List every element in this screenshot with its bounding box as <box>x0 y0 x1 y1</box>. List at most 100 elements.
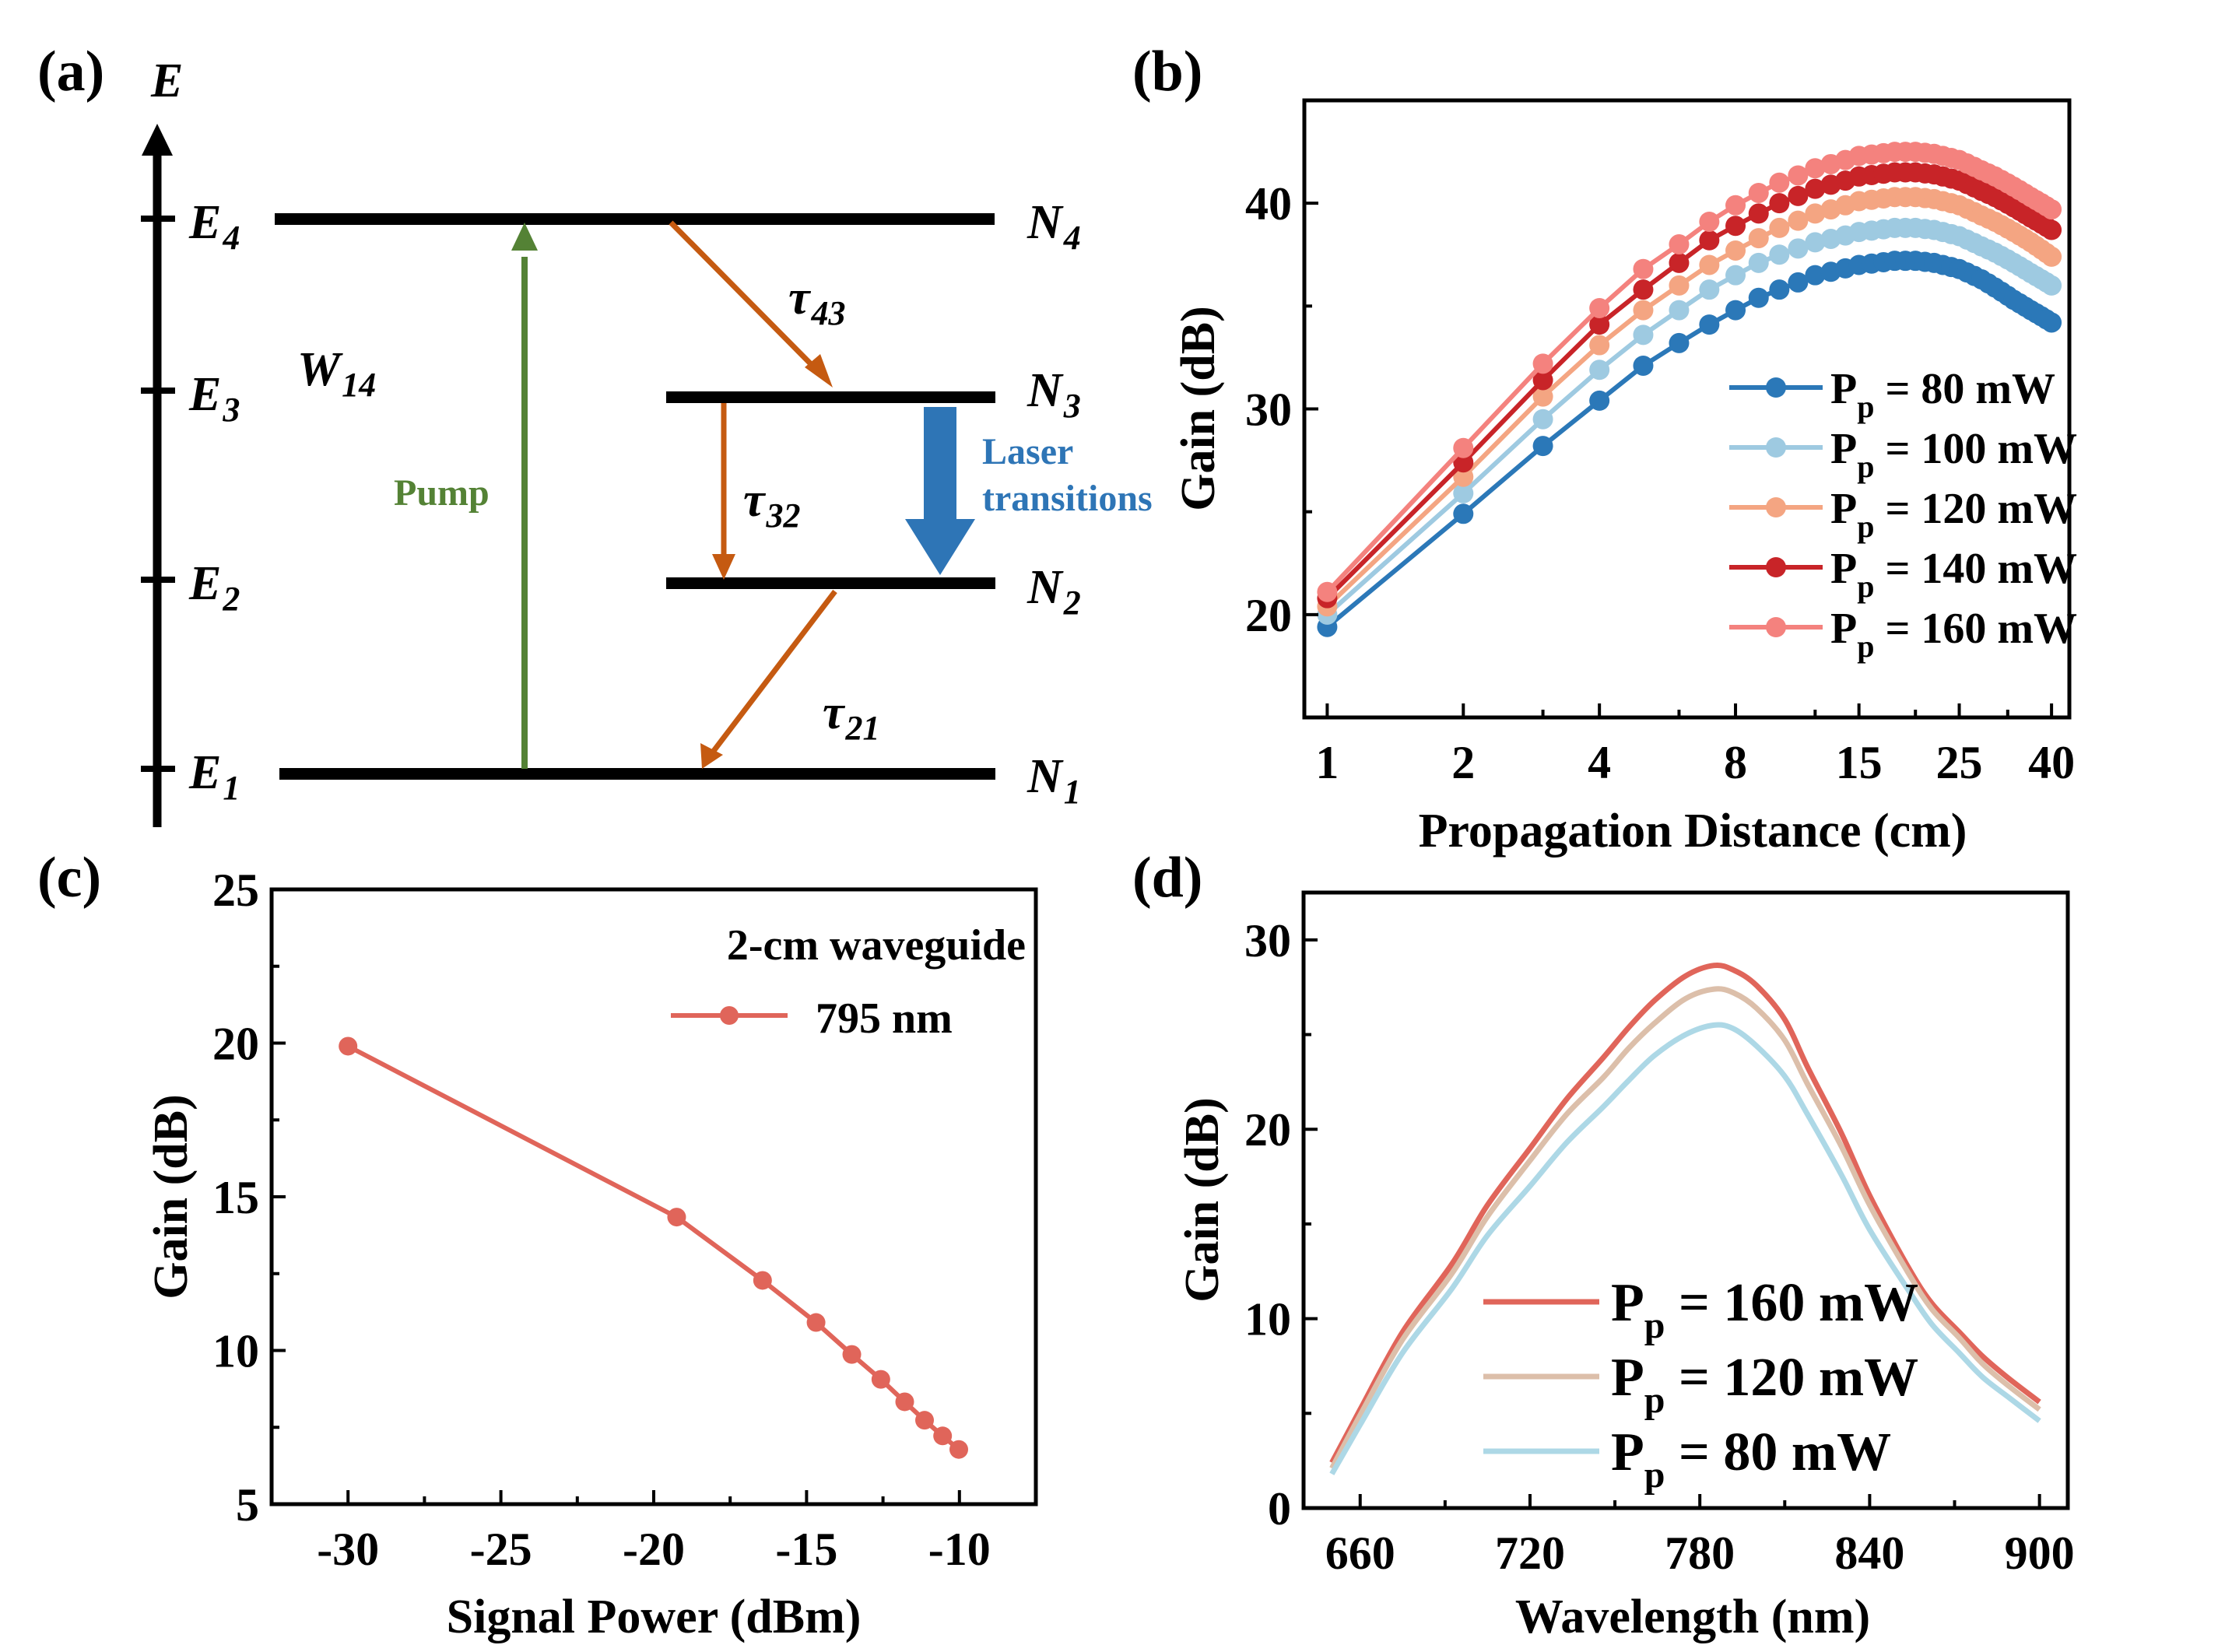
data-point <box>1633 324 1654 345</box>
x-tick-label: 4 <box>1588 737 1611 788</box>
data-point <box>1532 436 1553 457</box>
legend-label: Pp = 120 mW <box>1830 485 2077 544</box>
energy-axis-label: E <box>150 54 183 107</box>
legend-label: Pp = 80 mW <box>1830 365 2055 424</box>
data-point <box>1532 386 1553 407</box>
legend-swatch-marker <box>720 1006 739 1025</box>
data-point <box>1669 300 1690 321</box>
data-point <box>1699 314 1720 335</box>
y-tick-label: 0 <box>1268 1483 1291 1535</box>
y-tick-label: 30 <box>1244 915 1291 966</box>
y-tick-label: 5 <box>236 1479 259 1531</box>
data-point <box>1453 437 1474 458</box>
legend-label: Pp = 140 mW <box>1830 545 2077 604</box>
series-p-p-140-mw <box>1317 162 2062 609</box>
panel-label-c: (c) <box>37 846 101 910</box>
y-tick-label: 25 <box>212 865 259 916</box>
data-point <box>1669 275 1690 296</box>
data-point <box>1748 287 1769 308</box>
plot-area-b <box>1317 142 2062 637</box>
x-axis-title-d: Wavelength (nm) <box>1515 1591 1870 1643</box>
x-tick-label: 2 <box>1451 737 1475 788</box>
tau21-arrow-head <box>700 743 723 769</box>
data-point <box>1453 482 1474 503</box>
legend-label: Pp = 160 mW <box>1830 605 2077 664</box>
y-tick-label: 20 <box>1245 590 1292 641</box>
x-tick-label: -25 <box>470 1524 532 1575</box>
data-point <box>1453 503 1474 524</box>
data-point <box>1748 182 1769 203</box>
x-tick-label: 8 <box>1724 737 1747 788</box>
data-point <box>1725 240 1746 261</box>
tau21-arrow-shaft <box>711 589 837 753</box>
y-tick-label: 40 <box>1245 178 1292 230</box>
data-point <box>2041 199 2062 220</box>
data-point <box>1725 265 1746 286</box>
series-line <box>1329 1022 2041 1475</box>
data-point <box>1769 172 1790 193</box>
x-tick-label: -10 <box>928 1524 991 1575</box>
label-n4: N4 <box>1027 196 1081 257</box>
panel-label-d: (d) <box>1132 846 1202 910</box>
legend-item: 795 nm <box>671 994 953 1043</box>
legend-swatch-marker <box>1766 437 1786 458</box>
level-bar-3 <box>666 391 995 403</box>
data-point <box>1788 185 1809 206</box>
legend-swatch-marker <box>1766 617 1786 637</box>
data-point <box>1532 409 1553 430</box>
legend-swatch-marker <box>1766 377 1786 398</box>
data-point <box>949 1440 969 1459</box>
level-bar-4 <box>275 213 995 225</box>
legend-item: Pp = 80 mW <box>1729 365 2055 424</box>
x-tick-label: 15 <box>1836 737 1883 788</box>
data-point <box>1748 228 1769 249</box>
y-tick-label: 10 <box>1244 1294 1291 1345</box>
level-bar-2 <box>666 577 995 589</box>
y-axis-title-d: Gain (dB) <box>1176 1097 1229 1303</box>
data-point <box>1748 203 1769 224</box>
data-point <box>2041 219 2062 240</box>
tau43-arrow-shaft <box>669 220 819 373</box>
label-w14: W14 <box>297 343 376 404</box>
y-axis-title-b: Gain (dB) <box>1172 306 1225 511</box>
series-p-p-80-mw <box>1317 251 2062 637</box>
legend-label: Pp = 100 mW <box>1830 425 2077 484</box>
legend-item: Pp = 140 mW <box>1729 545 2077 604</box>
legend-title-c: 2-cm waveguide <box>727 921 1026 970</box>
series-line <box>1329 986 2041 1470</box>
data-point <box>842 1345 862 1364</box>
data-point <box>1725 300 1746 321</box>
data-point <box>1725 195 1746 216</box>
x-tick-label: 720 <box>1495 1527 1565 1579</box>
tau32-arrow-head <box>712 554 735 580</box>
series-795-nm <box>339 1036 969 1459</box>
label-tau32: τ32 <box>743 474 801 535</box>
data-point <box>1633 300 1654 321</box>
data-point <box>1769 217 1790 238</box>
label-e2: E2 <box>188 557 240 618</box>
data-point <box>1633 258 1654 279</box>
data-point <box>1805 158 1826 179</box>
axes-frame-d <box>1301 890 2070 1510</box>
data-point <box>1725 216 1746 237</box>
data-point <box>1453 466 1474 487</box>
x-axis-title-b: Propagation Distance (cm) <box>1419 805 1967 858</box>
label-tau21: τ21 <box>823 686 880 747</box>
plot-area-c <box>339 1036 969 1459</box>
data-point <box>1805 265 1826 286</box>
y-axis-title-c: Gain (dB) <box>145 1094 198 1300</box>
x-tick-label: -15 <box>775 1524 837 1575</box>
data-point <box>1699 254 1720 275</box>
laser-transition-arrow <box>905 407 975 575</box>
data-point <box>1317 581 1338 602</box>
legend-item: Pp = 100 mW <box>1729 425 2077 484</box>
legend-item: Pp = 80 mW <box>1483 1422 1891 1496</box>
data-point <box>933 1426 953 1446</box>
label-n1: N1 <box>1027 750 1081 811</box>
data-point <box>1748 252 1769 273</box>
y-tick-label: 15 <box>212 1172 259 1223</box>
label-tau43: τ43 <box>788 272 846 332</box>
panel-b-gain-vs-distance: (b) 1 2 4 8 15 25 40 20 30 40 Propagation Distanc… <box>1132 40 2077 858</box>
